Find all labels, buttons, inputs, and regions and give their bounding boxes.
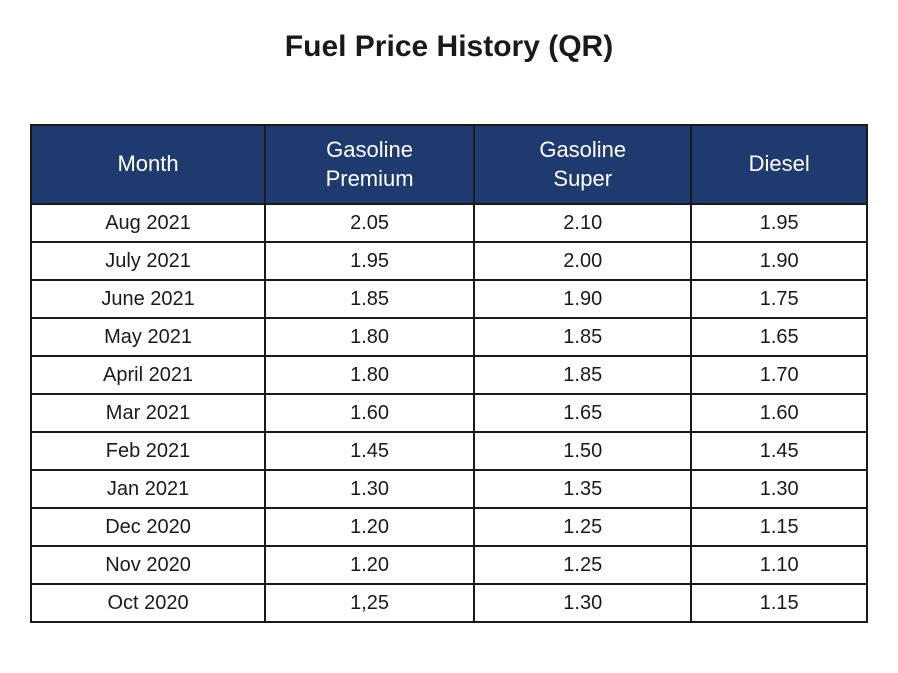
cell-month: Mar 2021 <box>31 394 265 432</box>
cell-super: 2.00 <box>474 242 691 280</box>
cell-premium: 1.30 <box>265 470 474 508</box>
table-row: April 20211.801.851.70 <box>31 356 867 394</box>
table-row: May 20211.801.851.65 <box>31 318 867 356</box>
cell-super: 2.10 <box>474 204 691 242</box>
table-row: Mar 20211.601.651.60 <box>31 394 867 432</box>
cell-super: 1.85 <box>474 318 691 356</box>
table-row: Dec 20201.201.251.15 <box>31 508 867 546</box>
cell-diesel: 1.75 <box>691 280 867 318</box>
col-header-super: GasolineSuper <box>474 125 691 204</box>
cell-premium: 1.85 <box>265 280 474 318</box>
table-header-row: Month GasolinePremium GasolineSuper Dies… <box>31 125 867 204</box>
cell-premium: 1.20 <box>265 508 474 546</box>
cell-premium: 1.95 <box>265 242 474 280</box>
cell-premium: 1.20 <box>265 546 474 584</box>
cell-diesel: 1.60 <box>691 394 867 432</box>
cell-diesel: 1.90 <box>691 242 867 280</box>
cell-diesel: 1.15 <box>691 584 867 622</box>
cell-super: 1.50 <box>474 432 691 470</box>
cell-super: 1.35 <box>474 470 691 508</box>
cell-diesel: 1.10 <box>691 546 867 584</box>
table-row: July 20211.952.001.90 <box>31 242 867 280</box>
table-row: Feb 20211.451.501.45 <box>31 432 867 470</box>
cell-diesel: 1.65 <box>691 318 867 356</box>
cell-month: Dec 2020 <box>31 508 265 546</box>
cell-diesel: 1.45 <box>691 432 867 470</box>
cell-diesel: 1.15 <box>691 508 867 546</box>
cell-month: April 2021 <box>31 356 265 394</box>
cell-super: 1.90 <box>474 280 691 318</box>
table-row: June 20211.851.901.75 <box>31 280 867 318</box>
table-body: Aug 20212.052.101.95July 20211.952.001.9… <box>31 204 867 622</box>
cell-diesel: 1.30 <box>691 470 867 508</box>
cell-premium: 1.60 <box>265 394 474 432</box>
cell-premium: 1,25 <box>265 584 474 622</box>
page-container: Fuel Price History (QR) Month GasolinePr… <box>0 0 898 643</box>
cell-month: Feb 2021 <box>31 432 265 470</box>
cell-super: 1.85 <box>474 356 691 394</box>
cell-super: 1.25 <box>474 508 691 546</box>
cell-super: 1.65 <box>474 394 691 432</box>
fuel-price-table: Month GasolinePremium GasolineSuper Dies… <box>30 124 868 623</box>
cell-month: Aug 2021 <box>31 204 265 242</box>
col-header-diesel: Diesel <box>691 125 867 204</box>
cell-month: July 2021 <box>31 242 265 280</box>
table-row: Oct 20201,251.301.15 <box>31 584 867 622</box>
table-row: Nov 20201.201.251.10 <box>31 546 867 584</box>
table-row: Jan 20211.301.351.30 <box>31 470 867 508</box>
cell-diesel: 1.95 <box>691 204 867 242</box>
page-title: Fuel Price History (QR) <box>30 30 868 64</box>
cell-month: Oct 2020 <box>31 584 265 622</box>
cell-premium: 1.80 <box>265 356 474 394</box>
table-row: Aug 20212.052.101.95 <box>31 204 867 242</box>
cell-premium: 2.05 <box>265 204 474 242</box>
col-header-premium: GasolinePremium <box>265 125 474 204</box>
cell-premium: 1.80 <box>265 318 474 356</box>
cell-super: 1.30 <box>474 584 691 622</box>
col-header-month: Month <box>31 125 265 204</box>
cell-premium: 1.45 <box>265 432 474 470</box>
cell-super: 1.25 <box>474 546 691 584</box>
cell-month: June 2021 <box>31 280 265 318</box>
cell-month: May 2021 <box>31 318 265 356</box>
cell-month: Jan 2021 <box>31 470 265 508</box>
cell-month: Nov 2020 <box>31 546 265 584</box>
cell-diesel: 1.70 <box>691 356 867 394</box>
